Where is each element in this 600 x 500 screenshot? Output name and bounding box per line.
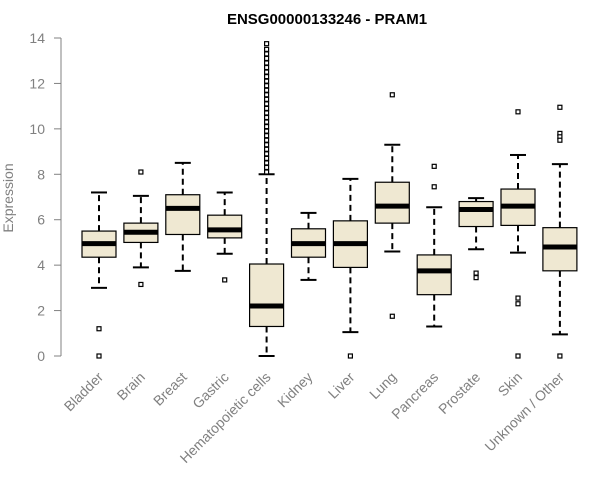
outlier-point — [264, 146, 270, 152]
y-tick-label: 10 — [29, 121, 45, 137]
y-axis-ticks: 0 2 4 6 8 10 12 14 — [29, 30, 61, 364]
outlier-point — [264, 105, 270, 112]
y-axis-title: Expression — [0, 163, 16, 232]
y-tick-label: 2 — [37, 303, 45, 319]
outlier-point — [264, 55, 270, 62]
outlier-point — [264, 164, 270, 171]
plot-area — [81, 41, 578, 359]
outlier-point — [264, 51, 270, 57]
box-bladder — [81, 191, 117, 359]
outlier-point — [473, 275, 479, 281]
outlier-point — [389, 313, 395, 319]
x-tick-label: Unknown / Other — [481, 369, 567, 455]
box-skin — [500, 109, 536, 359]
outlier-point — [138, 281, 144, 288]
x-tick-label: Brain — [114, 369, 148, 403]
outlier-point — [389, 92, 395, 98]
y-tick-label: 4 — [37, 257, 45, 273]
box-kidney — [290, 211, 327, 281]
x-tick-label: Prostate — [435, 369, 483, 417]
outlier-point — [96, 353, 102, 359]
outlier-point — [431, 163, 437, 169]
outlier-point — [557, 104, 563, 110]
outlier-point — [264, 78, 270, 84]
x-tick-label: Pancreas — [388, 369, 441, 422]
outlier-point — [264, 151, 270, 157]
x-tick-label: Liver — [325, 369, 358, 402]
y-tick-label: 6 — [37, 212, 45, 228]
outlier-point — [264, 60, 270, 66]
outlier-point — [264, 64, 270, 71]
outlier-point — [347, 353, 353, 359]
outlier-point — [515, 353, 521, 359]
outlier-point — [264, 96, 270, 102]
outlier-point — [264, 119, 270, 125]
outlier-point — [264, 133, 270, 139]
y-tick-label: 14 — [29, 30, 45, 46]
outlier-point — [264, 128, 270, 134]
outlier-point — [264, 137, 270, 143]
box-breast — [165, 161, 201, 272]
outlier-point — [431, 184, 437, 190]
outlier-point — [96, 326, 102, 332]
outlier-point — [264, 160, 270, 166]
outlier-point — [264, 114, 270, 121]
outlier-point — [264, 155, 270, 161]
iqr-box — [249, 263, 285, 328]
box-brain — [123, 169, 159, 288]
x-tick-label: Breast — [150, 369, 190, 409]
box-prostate — [458, 197, 494, 281]
outlier-point — [515, 295, 521, 301]
outlier-point — [264, 169, 270, 175]
iqr-box — [374, 181, 410, 224]
x-tick-label: Kidney — [274, 369, 316, 411]
iqr-box — [458, 200, 494, 228]
box-pancreas — [416, 163, 452, 328]
box-liver — [332, 177, 368, 359]
outlier-point — [138, 169, 144, 175]
outlier-point — [264, 92, 270, 98]
outlier-point — [515, 301, 521, 307]
outlier-point — [264, 46, 270, 52]
y-tick-label: 12 — [29, 75, 45, 91]
outlier-point — [264, 123, 270, 130]
outlier-point — [264, 142, 270, 148]
outlier-point — [557, 137, 563, 143]
outlier-point — [264, 69, 270, 75]
chart-title: ENSG00000133246 - PRAM1 — [227, 11, 427, 28]
box-lung — [374, 92, 410, 319]
outlier-point — [264, 83, 270, 89]
x-tick-label: Lung — [366, 369, 399, 402]
outlier-point — [473, 270, 479, 276]
y-tick-label: 0 — [37, 348, 45, 364]
outlier-point — [264, 41, 270, 47]
x-tick-label: Skin — [495, 369, 526, 400]
iqr-box — [165, 194, 201, 236]
y-tick-label: 8 — [37, 166, 45, 182]
outlier-point — [515, 109, 521, 115]
outlier-point — [264, 87, 270, 93]
outlier-point — [557, 353, 563, 359]
iqr-box — [416, 254, 452, 296]
outlier-point — [264, 110, 270, 116]
outlier-point — [222, 277, 228, 283]
iqr-box — [207, 214, 243, 239]
box-gastric — [207, 191, 243, 283]
box-unknown-other — [542, 104, 578, 359]
outlier-point — [264, 74, 270, 80]
outlier-point — [264, 101, 270, 107]
x-tick-label: Bladder — [61, 369, 107, 415]
box-hematopoietic-cells — [249, 41, 285, 357]
